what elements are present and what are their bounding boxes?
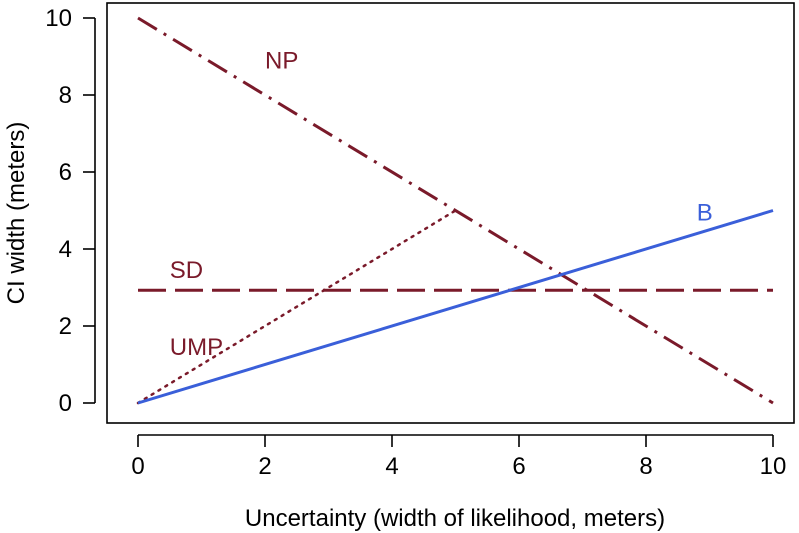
y-axis-title: CI width (meters) <box>3 122 30 305</box>
x-tick-label: 6 <box>512 453 525 480</box>
series-label-sd: SD <box>170 257 203 284</box>
series-label-np: NP <box>265 47 298 74</box>
x-axis: 0 2 4 6 8 10 <box>131 434 786 480</box>
y-axis-ticks: 0 2 4 6 8 10 <box>45 5 95 417</box>
series-line-np <box>137 16 774 405</box>
y-tick-label: 8 <box>59 82 72 109</box>
x-tick-label: 10 <box>760 453 787 480</box>
x-tick-label: 0 <box>131 453 144 480</box>
x-tick-label: 4 <box>385 453 398 480</box>
y-tick-label: 10 <box>45 5 72 32</box>
x-axis-ticks: 0 2 4 6 8 10 <box>131 435 786 480</box>
x-axis-title: Uncertainty (width of likelihood, meters… <box>245 505 665 532</box>
series-labels: NP SD UMP B <box>170 47 713 361</box>
y-tick-label: 0 <box>59 390 72 417</box>
series-line-ump <box>136 209 457 405</box>
x-tick-label: 2 <box>258 453 271 480</box>
y-tick-label: 2 <box>59 313 72 340</box>
x-tick-label: 8 <box>639 453 652 480</box>
y-tick-label: 4 <box>59 236 72 263</box>
series-label-ump: UMP <box>170 334 223 361</box>
series-line-b <box>137 209 774 405</box>
series-lines <box>136 16 774 405</box>
plot-frame <box>106 2 795 424</box>
y-tick-label: 6 <box>59 159 72 186</box>
y-axis: 0 2 4 6 8 10 <box>45 5 96 417</box>
series-label-b: B <box>697 199 713 226</box>
